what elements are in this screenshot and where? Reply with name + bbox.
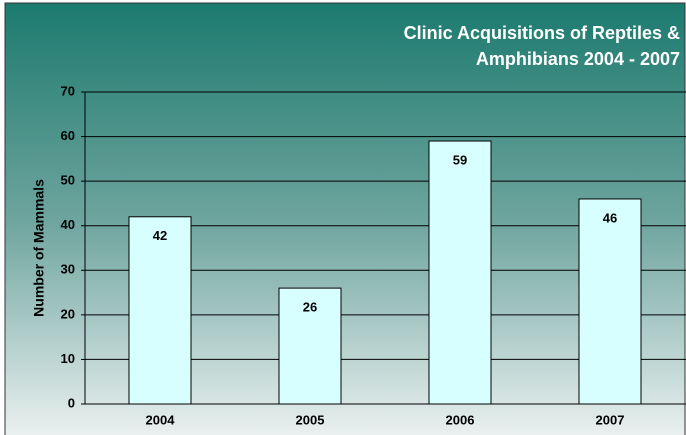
bar (578, 198, 642, 405)
x-tick-label: 2004 (146, 412, 176, 427)
data-label: 26 (303, 300, 317, 315)
bar (278, 287, 342, 405)
y-tick-label: 40 (61, 217, 75, 232)
x-tick-label: 2007 (596, 412, 625, 427)
y-tick-label: 10 (61, 351, 75, 366)
bar (428, 140, 492, 405)
chart-background (4, 2, 686, 435)
y-tick-label: 20 (61, 306, 75, 321)
y-tick-label: 60 (61, 128, 75, 143)
y-tick-label: 50 (61, 173, 75, 188)
data-label: 59 (453, 152, 467, 167)
data-label: 42 (153, 228, 167, 243)
data-label: 46 (603, 210, 617, 225)
x-tick-label: 2005 (296, 412, 325, 427)
bar (128, 216, 192, 405)
y-tick-label: 70 (61, 83, 75, 98)
y-axis-label: Number of Mammals (31, 179, 47, 317)
y-tick-label: 0 (68, 395, 75, 410)
x-tick-label: 2006 (446, 412, 475, 427)
chart-title: Clinic Acquisitions of Reptiles & Amphib… (403, 23, 680, 69)
y-tick-label: 30 (61, 262, 75, 277)
